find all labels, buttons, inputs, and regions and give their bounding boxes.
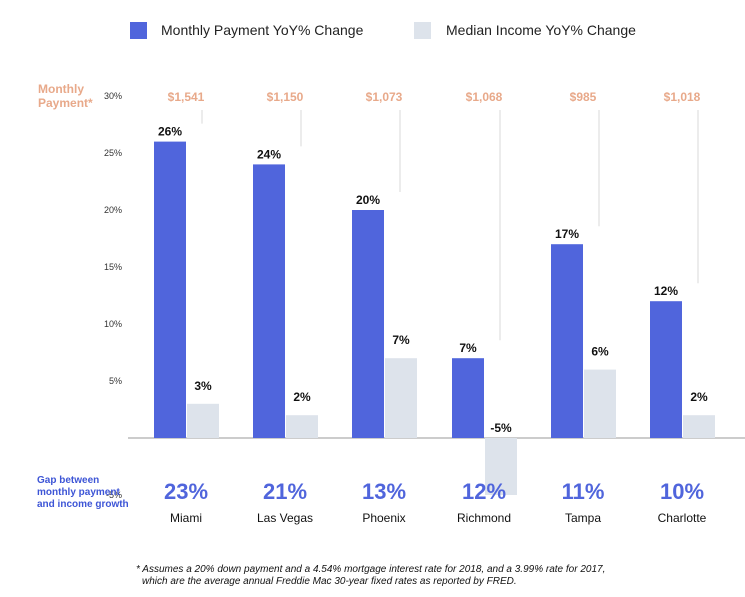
data-label-payment: 7%	[459, 341, 477, 355]
gap-row-label: monthly payment	[37, 487, 120, 498]
city-label: Charlotte	[658, 511, 707, 525]
gap-row-label: Gap between	[37, 475, 99, 486]
monthly-payment-value: $1,073	[366, 90, 403, 104]
data-label-income: 7%	[392, 333, 410, 347]
bar-income	[584, 369, 616, 438]
y-tick-label: 25%	[104, 148, 122, 158]
data-label-payment: 17%	[555, 227, 579, 241]
bar-income	[286, 415, 318, 438]
city-label: Richmond	[457, 511, 511, 525]
city-label: Las Vegas	[257, 511, 313, 525]
bar-income	[385, 358, 417, 438]
data-label-income: -5%	[490, 421, 512, 435]
gap-value: 11%	[562, 479, 605, 504]
data-label-payment: 12%	[654, 284, 678, 298]
gap-value: 21%	[263, 479, 307, 504]
y-tick-label: 15%	[104, 262, 122, 272]
data-label-payment: 26%	[158, 125, 182, 139]
bar-payment	[352, 210, 384, 438]
city-label: Phoenix	[362, 511, 405, 525]
bar-payment	[650, 301, 682, 438]
city-label: Miami	[170, 511, 202, 525]
y-tick-label: 5%	[109, 376, 122, 386]
data-label-income: 2%	[293, 390, 311, 404]
city-label: Tampa	[565, 511, 601, 525]
data-label-income: 6%	[591, 345, 609, 359]
legend-swatch-payment	[130, 22, 147, 39]
data-label-payment: 24%	[257, 147, 281, 161]
bar-income	[187, 403, 219, 438]
monthly-payment-value: $1,018	[664, 90, 701, 104]
data-label-income: 3%	[194, 379, 212, 393]
monthly-payment-value: $1,068	[466, 90, 503, 104]
gap-row-label: and income growth	[37, 499, 129, 510]
data-label-income: 2%	[690, 390, 708, 404]
y-tick-label: 10%	[104, 319, 122, 329]
bar-income	[485, 438, 517, 495]
gap-value: 10%	[660, 479, 704, 504]
y-tick-label: -5%	[106, 490, 122, 500]
gap-value: 23%	[164, 479, 208, 504]
data-label-payment: 20%	[356, 193, 380, 207]
y-tick-label: 30%	[104, 91, 122, 101]
legend-label-income: Median Income YoY% Change	[446, 22, 636, 38]
legend-label-payment: Monthly Payment YoY% Change	[161, 22, 364, 38]
gap-value: 13%	[362, 479, 406, 504]
monthly-payment-label: Monthly	[38, 82, 84, 96]
monthly-payment-value: $1,541	[168, 90, 205, 104]
footnote-line: which are the average annual Freddie Mac…	[142, 576, 517, 587]
footnote-line: * Assumes a 20% down payment and a 4.54%…	[136, 564, 605, 575]
gap-value: 12%	[462, 479, 506, 504]
bar-income	[683, 415, 715, 438]
bar-payment	[551, 244, 583, 438]
bar-payment	[452, 358, 484, 438]
legend-swatch-income	[414, 22, 431, 39]
monthly-payment-value: $1,150	[267, 90, 304, 104]
bar-payment	[253, 164, 285, 438]
bar-payment	[154, 141, 186, 438]
y-tick-label: 20%	[104, 205, 122, 215]
monthly-payment-value: $985	[570, 90, 597, 104]
monthly-payment-label: Payment*	[38, 96, 93, 110]
